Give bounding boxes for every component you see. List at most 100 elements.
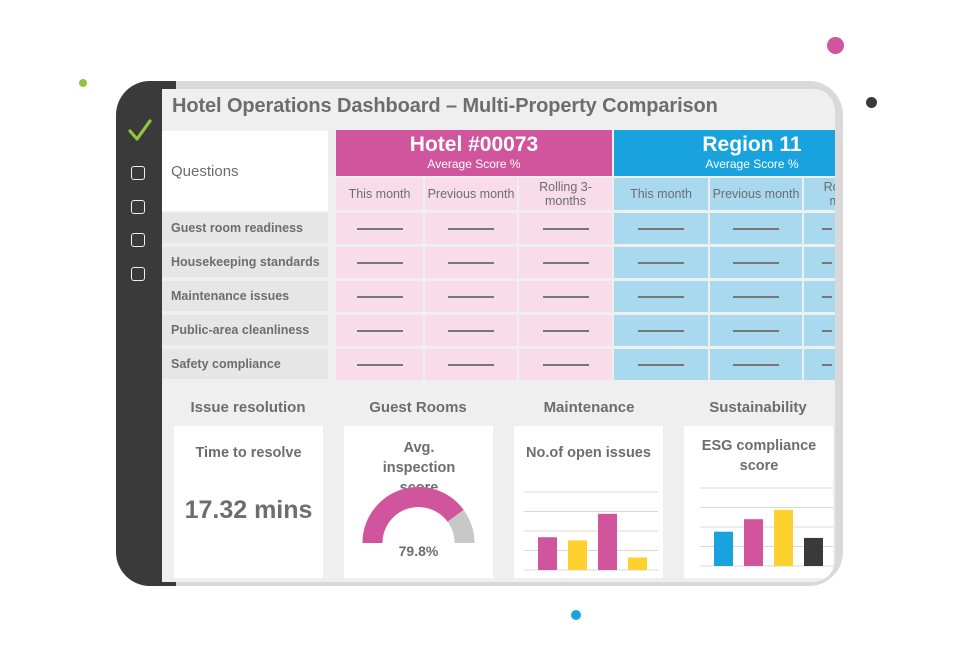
empty-value-dash [542,227,589,230]
time-to-resolve-value: 17.32 mins [184,496,313,524]
empty-value-dash [542,295,589,298]
chart-bar [568,540,587,570]
empty-value-dash [356,363,403,366]
score-cell [519,213,612,244]
checkbox-1[interactable] [131,166,145,180]
empty-value-dash [822,363,832,366]
score-cell [336,281,423,312]
score-cell [425,247,517,278]
checkmark-icon [128,119,152,141]
period-header: Rolling 3-months [519,178,612,210]
chart-bar [744,519,763,566]
score-cell [519,281,612,312]
questions-header: Questions [162,131,328,211]
empty-value-dash [733,363,779,366]
empty-value-dash [733,329,779,332]
score-cell [614,349,708,380]
score-cell [614,213,708,244]
empty-value-dash [356,261,403,264]
card-label: Time to resolve [195,445,302,461]
score-cell [804,247,835,278]
empty-value-dash [448,261,494,264]
score-cell [336,349,423,380]
group-name: Region 11 [702,133,802,156]
empty-value-dash [542,329,589,332]
checkbox-2[interactable] [131,200,145,214]
period-header: Rolling 3-months [804,178,835,210]
score-cell [804,281,835,312]
card-title: Issue resolution [190,399,306,416]
empty-value-dash [448,295,494,298]
esg-bar-chart [700,487,833,567]
score-cell [519,349,612,380]
empty-value-dash [733,295,779,298]
empty-value-dash [822,329,832,332]
score-cell [336,315,423,346]
question-row: Public-area cleanliness [162,315,328,345]
score-cell [425,315,517,346]
card-title: Guest Rooms [369,399,467,416]
question-row: Guest room readiness [162,213,328,243]
chart-bar [538,537,557,570]
empty-value-dash [448,227,494,230]
open-issues-bar-chart [524,491,658,571]
issue-resolution-card: Time to resolve 17.32 mins [174,426,323,578]
group-subtitle: Average Score % [705,157,799,171]
group-name: Hotel #00073 [409,133,539,156]
empty-value-dash [448,363,494,366]
decor-dot-blue [571,610,581,620]
group-subtitle: Average Score % [427,157,521,171]
guest-rooms-card: Avg. inspection score 79.8% [344,426,493,578]
chart-bar [804,537,823,566]
questions-header-label: Questions [171,163,239,180]
score-cell [614,315,708,346]
empty-value-dash [822,261,832,264]
score-cell [425,349,517,380]
checkbox-4[interactable] [131,267,145,281]
score-cell [710,349,802,380]
score-cell [710,315,802,346]
decor-dot-dark [866,97,877,108]
score-cell [336,213,423,244]
checkbox-3[interactable] [131,233,145,247]
score-cell [804,213,835,244]
chart-bar [598,513,617,570]
empty-value-dash [542,363,589,366]
inspection-score-gauge [362,487,475,544]
maintenance-card: No.of open issues [514,426,663,578]
score-cell [614,247,708,278]
card-title: Sustainability [709,399,807,416]
score-cell [804,315,835,346]
empty-value-dash [542,261,589,264]
chart-bar [628,557,647,570]
empty-value-dash [356,295,403,298]
empty-value-dash [733,227,779,230]
period-header: Previous month [710,178,802,210]
chart-bar [774,509,793,566]
question-row: Maintenance issues [162,281,328,311]
empty-value-dash [822,295,832,298]
empty-value-dash [638,329,684,332]
period-header: This month [614,178,708,210]
empty-value-dash [822,227,832,230]
period-header: This month [336,178,423,210]
empty-value-dash [733,261,779,264]
empty-value-dash [356,227,403,230]
score-cell [519,315,612,346]
score-cell [710,281,802,312]
page-title: Hotel Operations Dashboard – Multi-Prope… [172,95,718,117]
card-title: Maintenance [543,399,635,416]
gauge-value: 79.8% [398,543,439,559]
decor-dot-green [79,79,87,87]
empty-value-dash [638,261,684,264]
group-header-region: Region 11 Average Score % [614,130,835,176]
score-cell [336,247,423,278]
score-cell [710,213,802,244]
empty-value-dash [356,329,403,332]
period-header: Previous month [425,178,517,210]
dashboard-screen: Hotel Operations Dashboard – Multi-Prope… [162,89,835,582]
empty-value-dash [638,227,684,230]
empty-value-dash [448,329,494,332]
empty-value-dash [638,295,684,298]
score-cell [710,247,802,278]
